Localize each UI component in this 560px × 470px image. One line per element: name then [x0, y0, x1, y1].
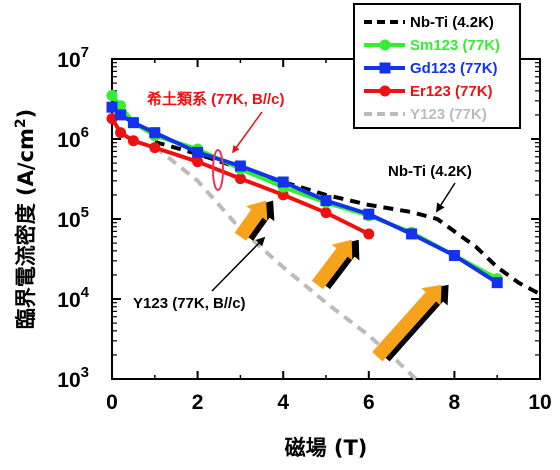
x-tick-label: 4: [277, 391, 289, 414]
data-point: [234, 173, 246, 185]
x-axis-ticks: 0 2 4 6 8 10: [106, 59, 552, 414]
x-tick-label: 6: [363, 391, 375, 414]
legend-entry: Nb-Ti (4.2K): [364, 14, 494, 31]
data-point: [115, 100, 127, 112]
arrow-shape: [372, 284, 442, 362]
legend-label: Sm123 (77K): [410, 37, 500, 54]
legend-entry: Sm123 (77K): [364, 37, 500, 54]
data-point: [106, 89, 118, 101]
data-point: [115, 109, 127, 121]
annotation-y123-arrow: [211, 236, 266, 292]
data-point: [320, 195, 332, 207]
data-point: [115, 127, 127, 139]
data-point: [448, 249, 460, 261]
data-point: [234, 160, 246, 172]
legend-label: Er123 (77K): [410, 83, 493, 100]
annotation-rare-earth: 希土類系 (77K, B//c): [147, 90, 285, 108]
legend: Nb-Ti (4.2K) Sm123 (77K) Gd123 (77K) Er123 …: [353, 3, 521, 129]
data-point: [363, 208, 375, 220]
data-point: [277, 176, 289, 188]
x-tick-label: 8: [449, 391, 461, 414]
data-point: [192, 146, 204, 158]
y-tick-label: 105: [57, 204, 89, 232]
legend-entry: Er123 (77K): [364, 83, 493, 100]
data-point: [149, 127, 161, 139]
y-tick-label: 103: [57, 364, 89, 392]
annotation-nbti-arrow: [436, 182, 456, 213]
y-axis-ticks: 103 104 105 106 107: [57, 44, 540, 392]
legend-swatch-marker: [379, 85, 391, 97]
x-tick-label: 2: [192, 391, 204, 414]
improvement-arrow: [372, 284, 449, 362]
data-point: [491, 277, 503, 289]
legend-label: Gd123 (77K): [410, 60, 498, 77]
y-tick-label: 107: [57, 44, 89, 72]
legend-entry: Gd123 (77K): [364, 60, 498, 77]
arrow-layer: [234, 200, 449, 362]
legend-entries: Nb-Ti (4.2K) Sm123 (77K) Gd123 (77K) Er123 …: [364, 14, 500, 123]
data-point: [106, 101, 118, 113]
y-tick-label: 104: [57, 284, 89, 312]
series-layer: [106, 89, 541, 381]
legend-swatch-marker: [379, 39, 391, 51]
legend-swatch-marker: [379, 62, 391, 74]
y-axis-title: 臨界電流密度 (A/cm2): [13, 109, 38, 330]
x-tick-label: 0: [106, 391, 118, 414]
y-tick-label: 106: [57, 124, 89, 152]
annotation-y123: Y123 (77K, B//c): [133, 295, 246, 312]
data-point: [320, 207, 332, 219]
annotation-rare-earth-ring: [212, 149, 224, 191]
data-point: [106, 113, 118, 125]
data-point: [149, 142, 161, 154]
legend-label: Nb-Ti (4.2K): [410, 14, 494, 31]
data-point: [406, 228, 418, 240]
annotation-rare-earth-arrow: [232, 111, 263, 154]
legend-entry: Y123 (77K): [364, 106, 487, 123]
arrow-shape: [311, 239, 353, 290]
improvement-arrow: [311, 239, 360, 290]
series-gd123: [106, 101, 503, 289]
annotation-nbti: Nb-Ti (4.2K): [388, 163, 472, 180]
data-point: [192, 156, 204, 168]
data-point: [277, 189, 289, 201]
improvement-arrow: [234, 200, 275, 241]
arrow-shape: [234, 200, 268, 241]
data-point: [127, 117, 139, 129]
data-point: [363, 228, 375, 240]
legend-label: Y123 (77K): [410, 106, 487, 123]
x-tick-label: 10: [528, 391, 551, 414]
series-er123: [106, 113, 375, 240]
y-axis-title-superscript: 2: [13, 118, 29, 128]
x-axis-title: 磁場 (T): [285, 436, 368, 460]
data-point: [127, 135, 139, 147]
